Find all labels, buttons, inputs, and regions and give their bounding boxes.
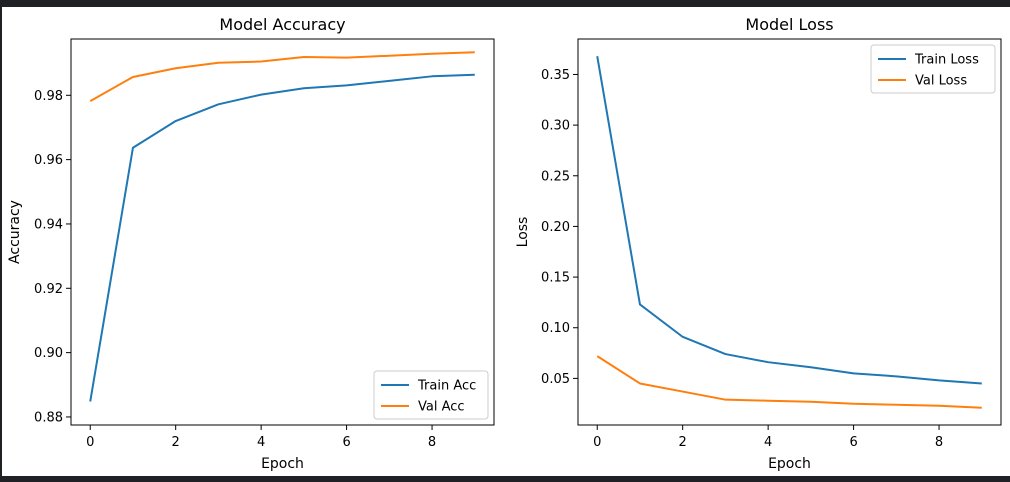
legend-label-val-loss: Val Loss [915,74,967,89]
y-tick-label-accuracy: 0.94 [34,217,63,232]
y-tick-label-loss: 0.10 [541,321,570,336]
y-axis-label-accuracy: Accuracy [7,200,23,264]
chart-title-accuracy: Model Accuracy [219,15,345,34]
x-tick-label-loss: 2 [679,435,687,450]
y-tick-label-accuracy: 0.92 [34,282,63,297]
y-tick-label-loss: 0.20 [541,220,570,235]
y-tick-label-loss: 0.05 [541,372,570,387]
x-axis-label-accuracy: Epoch [261,456,304,472]
legend-label-train-loss: Train Loss [914,53,979,68]
series-line-train-acc [89,73,475,402]
x-tick-label-loss: 4 [764,435,772,450]
chart-loss: Model Loss Epoch Loss 0 2 4 6 8 0.05 0.10 0.15 0.20… [515,15,1002,472]
plot-area-loss [577,38,1002,426]
chart-accuracy: Model Accuracy Epoch Accuracy 0 2 4 6 8 0.88 0.90… [7,15,495,472]
y-tick-label-accuracy: 0.90 [34,346,63,361]
x-axis-label-loss: Epoch [768,456,811,472]
x-tick-label-accuracy: 0 [86,435,94,450]
x-tick-label-accuracy: 4 [257,435,265,450]
x-tick-label-loss: 6 [849,435,857,450]
series-line-train-loss [596,56,982,385]
x-tick-label-loss: 8 [935,435,943,450]
legend-accuracy: Train Acc Val Acc [373,370,489,420]
figure-svg: Model Accuracy Epoch Accuracy 0 2 4 6 8 0.88 0.90… [7,15,1002,472]
legend-label-train-acc: Train Acc [417,379,476,394]
plot-area-accuracy [70,38,495,426]
legend-loss: Train Loss Val Loss [870,44,996,94]
x-tick-label-accuracy: 6 [342,435,350,450]
y-tick-label-loss: 0.15 [541,271,570,286]
chart-title-loss: Model Loss [745,15,833,34]
series-line-val-loss [596,355,982,409]
y-tick-label-accuracy: 0.98 [34,89,63,104]
y-tick-label-accuracy: 0.96 [34,153,63,168]
y-tick-label-accuracy: 0.88 [34,410,63,425]
legend-label-val-acc: Val Acc [418,400,465,415]
y-axis-label-loss: Loss [515,217,531,248]
series-line-val-acc [89,51,475,102]
x-tick-label-loss: 0 [593,435,601,450]
y-tick-label-loss: 0.30 [541,119,570,134]
y-tick-label-loss: 0.25 [541,169,570,184]
y-tick-label-loss: 0.35 [541,68,570,83]
x-tick-label-accuracy: 8 [428,435,436,450]
figure-canvas: Model Accuracy Epoch Accuracy 0 2 4 6 8 0.88 0.90… [2,7,1010,476]
x-tick-label-accuracy: 2 [172,435,180,450]
